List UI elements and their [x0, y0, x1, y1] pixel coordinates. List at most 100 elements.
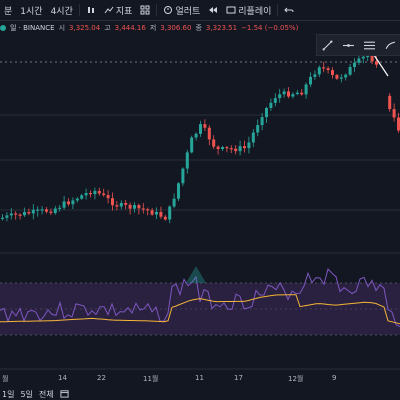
- candle: [141, 208, 145, 210]
- candle: [397, 117, 400, 131]
- candle: [119, 202, 123, 207]
- candle: [331, 70, 334, 75]
- candle: [89, 192, 92, 195]
- candle: [150, 210, 154, 215]
- time-axis-label: 11: [195, 374, 204, 382]
- time-axis-label: 12월: [288, 375, 304, 383]
- toolbar-item-label: 리플레이: [238, 6, 272, 17]
- candle: [339, 77, 343, 79]
- trend-line-icon[interactable]: [322, 40, 333, 51]
- candle: [115, 205, 119, 207]
- horizontal-line-icon[interactable]: [343, 40, 354, 51]
- candle: [326, 68, 330, 71]
- candle: [1, 217, 4, 219]
- toolbar-separator: [78, 4, 80, 16]
- candle: [124, 202, 128, 205]
- candle: [111, 198, 114, 206]
- candle: [216, 146, 220, 150]
- candle: [185, 152, 189, 169]
- symbol-legend: 일 · BINANCE 시 3,325.04 고 3,444.16 저 3,30…: [0, 22, 298, 34]
- range-5d[interactable]: 5일: [20, 389, 33, 399]
- candle: [102, 193, 106, 196]
- candle: [260, 117, 264, 126]
- candle: [75, 198, 79, 201]
- toolbar-item-9[interactable]: [280, 0, 298, 20]
- candle: [9, 213, 13, 216]
- undo-icon: [284, 7, 294, 13]
- candle: [361, 56, 365, 59]
- toolbar-separator: [277, 4, 279, 16]
- candles-icon: [87, 7, 94, 13]
- candle: [31, 209, 35, 214]
- candle: [392, 109, 396, 118]
- toolbar-item-4[interactable]: 지표: [100, 0, 137, 20]
- candle: [181, 168, 185, 184]
- indicators-icon: [104, 6, 114, 14]
- candle: [18, 214, 22, 216]
- candle: [155, 211, 158, 215]
- rsi-ma-line: [0, 294, 400, 325]
- candle: [177, 183, 180, 199]
- candle: [256, 125, 260, 133]
- time-axis-label: 9: [332, 374, 337, 382]
- toolbar-item-5[interactable]: [136, 0, 154, 20]
- candle: [282, 91, 286, 95]
- range-all[interactable]: 전체: [38, 389, 54, 399]
- close-label: 종: [195, 24, 202, 32]
- candle: [225, 147, 229, 149]
- toolbar-item-3[interactable]: [82, 0, 100, 20]
- candle: [304, 84, 308, 95]
- candle: [62, 201, 66, 208]
- candle: [221, 147, 224, 150]
- drawing-toolbar: [316, 34, 400, 56]
- range-1d[interactable]: 1일: [2, 389, 15, 399]
- low-value: 3,306.60: [160, 24, 192, 32]
- candle: [93, 190, 97, 195]
- toolbar-item-1[interactable]: 1시간: [16, 0, 46, 20]
- symbol-name[interactable]: 일 · BINANCE: [10, 24, 55, 32]
- candle: [335, 74, 339, 79]
- candle: [375, 61, 378, 65]
- candle: [212, 139, 216, 147]
- candle: [313, 74, 317, 77]
- toolbar-item-0[interactable]: 분: [0, 0, 16, 20]
- candle: [159, 211, 163, 217]
- candle: [27, 212, 31, 214]
- candle: [388, 95, 392, 110]
- toolbar-item-6[interactable]: 얼러트: [159, 0, 204, 20]
- candle: [207, 127, 211, 140]
- calendar-icon[interactable]: [60, 389, 69, 400]
- toolbar-item-label: 4시간: [50, 6, 73, 17]
- text-lines-icon[interactable]: [364, 40, 375, 51]
- candle: [5, 215, 9, 218]
- candle: [190, 137, 194, 153]
- candle: [58, 207, 62, 209]
- candle: [194, 133, 198, 138]
- candle: [278, 94, 282, 99]
- time-axis-label: 17: [234, 374, 243, 382]
- brush-icon[interactable]: [385, 40, 396, 51]
- toolbar-item-2[interactable]: 4시간: [47, 0, 77, 20]
- candle: [291, 94, 295, 97]
- open-value: 3,325.04: [69, 24, 101, 32]
- time-axis-label: 11월: [143, 375, 159, 383]
- candle: [97, 190, 101, 194]
- candle: [366, 55, 370, 57]
- time-axis-label: 월: [2, 375, 9, 383]
- candle: [243, 146, 246, 149]
- candle: [370, 55, 374, 62]
- candle: [49, 211, 53, 213]
- rewind-icon: [209, 7, 218, 13]
- drawn-trend-line[interactable]: [371, 51, 389, 77]
- candle: [163, 216, 167, 220]
- candle: [238, 146, 242, 152]
- candle: [322, 67, 326, 69]
- candle: [45, 209, 48, 212]
- candle: [317, 67, 321, 75]
- toolbar-item-8[interactable]: 리플레이: [222, 0, 275, 20]
- toolbar-item-7[interactable]: [204, 0, 222, 20]
- high-value: 3,444.16: [114, 24, 146, 32]
- candle: [23, 212, 26, 216]
- candle: [53, 208, 57, 213]
